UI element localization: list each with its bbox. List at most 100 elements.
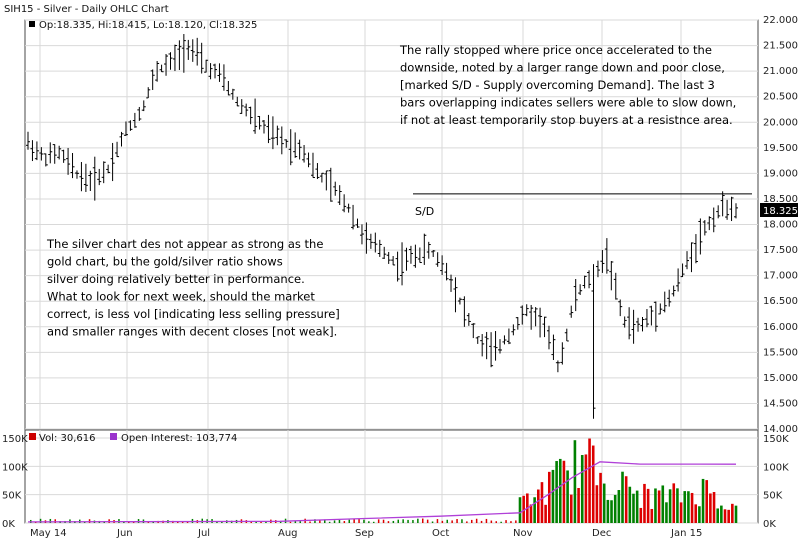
volume-bar [573, 440, 577, 523]
volume-bar [353, 518, 355, 523]
y-tick-label: 21.500 [763, 41, 798, 52]
volume-bar [392, 520, 395, 523]
annotation-left-line: silver doing relatively better in perfor… [47, 272, 305, 286]
volume-bar [547, 471, 551, 523]
volume-bar [606, 499, 610, 523]
volume-bar [613, 494, 617, 523]
volume-bar [480, 520, 483, 523]
volume-bar [687, 491, 690, 523]
volume-bar [186, 521, 189, 523]
volume-bar [343, 521, 346, 523]
oi-legend-swatch [110, 433, 117, 440]
y-tick-label: 16.000 [763, 322, 798, 333]
y-tick-label: 19.000 [763, 168, 798, 179]
volume-bar [672, 483, 676, 523]
x-tick-label: Jan 15 [670, 528, 702, 538]
volume-bar [588, 438, 591, 523]
annotation-left-line: correct, is less vol [indicating less se… [47, 307, 340, 321]
volume-bar [731, 503, 734, 523]
x-tick-label: Oct [432, 528, 449, 538]
volume-bar [716, 508, 719, 523]
volume-bar [584, 454, 588, 523]
x-tick-label: Sep [355, 528, 374, 538]
volume-bar [265, 521, 267, 523]
volume-bar [54, 519, 56, 523]
volume-bar [591, 445, 595, 523]
volume-bar [580, 455, 584, 523]
y-tick-label: 17.000 [763, 271, 798, 282]
annotation-top-line: if not at least temporarily stop buyers … [400, 113, 733, 127]
volume-bar [690, 492, 694, 523]
volume-bar [599, 472, 602, 523]
vol-y-tick-right: 100K [763, 462, 789, 473]
volume-bar [446, 519, 448, 523]
axis-labels: May 14 Jun Jul Aug Sep Oct Nov Dec Jan 1514.0001… [2, 15, 798, 538]
volume-bar [621, 471, 624, 523]
vol-y-tick-left: 50K [2, 491, 22, 502]
volume-bar [387, 521, 390, 523]
volume-bar [471, 519, 473, 523]
annotation-top-line: bars overlapping indicates sellers were … [400, 96, 736, 110]
volume-panel [24, 429, 759, 524]
annotation-top-line: downside, noted by a larger range down a… [400, 61, 725, 75]
y-tick-label: 21.000 [763, 66, 798, 77]
volume-bar [294, 520, 297, 523]
volume-bar [397, 519, 399, 523]
x-tick-label: Nov [513, 528, 533, 538]
volume-bar [490, 520, 493, 523]
vol-y-tick-left: 150K [2, 434, 28, 445]
volume-bar [441, 520, 444, 523]
volume-bar [373, 521, 375, 523]
volume-bar [540, 482, 544, 523]
volume-bar [558, 458, 562, 523]
volume-bar [118, 519, 120, 523]
volume-bar [147, 521, 150, 523]
annotation-left-line: What to look for next week, should the m… [47, 290, 315, 304]
volume-bar [727, 509, 730, 523]
annotation-left: The silver chart des not appear as stron… [46, 237, 340, 339]
volume-bar [407, 519, 409, 523]
volume-bar [712, 492, 716, 523]
y-tick-label: 17.500 [763, 245, 798, 256]
volume-bar [431, 521, 434, 523]
volume-bar [466, 521, 468, 523]
volume-bar [319, 519, 321, 523]
last-price-tag [760, 203, 798, 217]
volume-bar [279, 521, 282, 523]
volume-bar [417, 518, 419, 523]
volume-bar [422, 518, 424, 523]
y-tick-label: 19.500 [763, 143, 798, 154]
volume-bar [562, 460, 566, 523]
y-tick-label: 18.500 [763, 194, 798, 205]
volume-bar [610, 500, 613, 523]
y-tick-label: 18.000 [763, 220, 798, 231]
oi-legend: Open Interest: 103,774 [121, 433, 237, 444]
volume-bar [333, 520, 336, 523]
volume-bar [485, 518, 488, 523]
x-tick-label: Jun [116, 528, 133, 538]
annotation-top: The rally stopped where price once accel… [399, 43, 736, 127]
annotation-top-line: The rally stopped where price once accel… [399, 43, 712, 57]
volume-bar [461, 519, 463, 523]
volume-bar [643, 483, 646, 523]
open-interest-line [27, 461, 737, 523]
x-tick-label: Aug [278, 528, 298, 538]
vol-y-tick-left: 100K [2, 462, 28, 473]
volume-bar [654, 488, 657, 523]
volume-bar [426, 519, 429, 523]
x-tick-label: Jul [197, 528, 210, 538]
annotation-left-line: The silver chart des not appear as stron… [46, 237, 323, 251]
volume-bar [698, 506, 701, 523]
ohlc-marker-icon [29, 21, 35, 27]
volume-bar [505, 520, 507, 523]
volume-bar [328, 521, 331, 523]
last-price-value: 18.325 [763, 206, 798, 217]
volume-bar [617, 490, 621, 523]
volume-bar [314, 519, 316, 523]
volume-bar [628, 486, 632, 523]
y-tick-label: 16.500 [763, 296, 798, 307]
volume-bar [250, 521, 252, 523]
annotation-left-line: gold chart, bu the gold/silver ratio sho… [47, 255, 283, 269]
volume-bar [515, 520, 517, 523]
